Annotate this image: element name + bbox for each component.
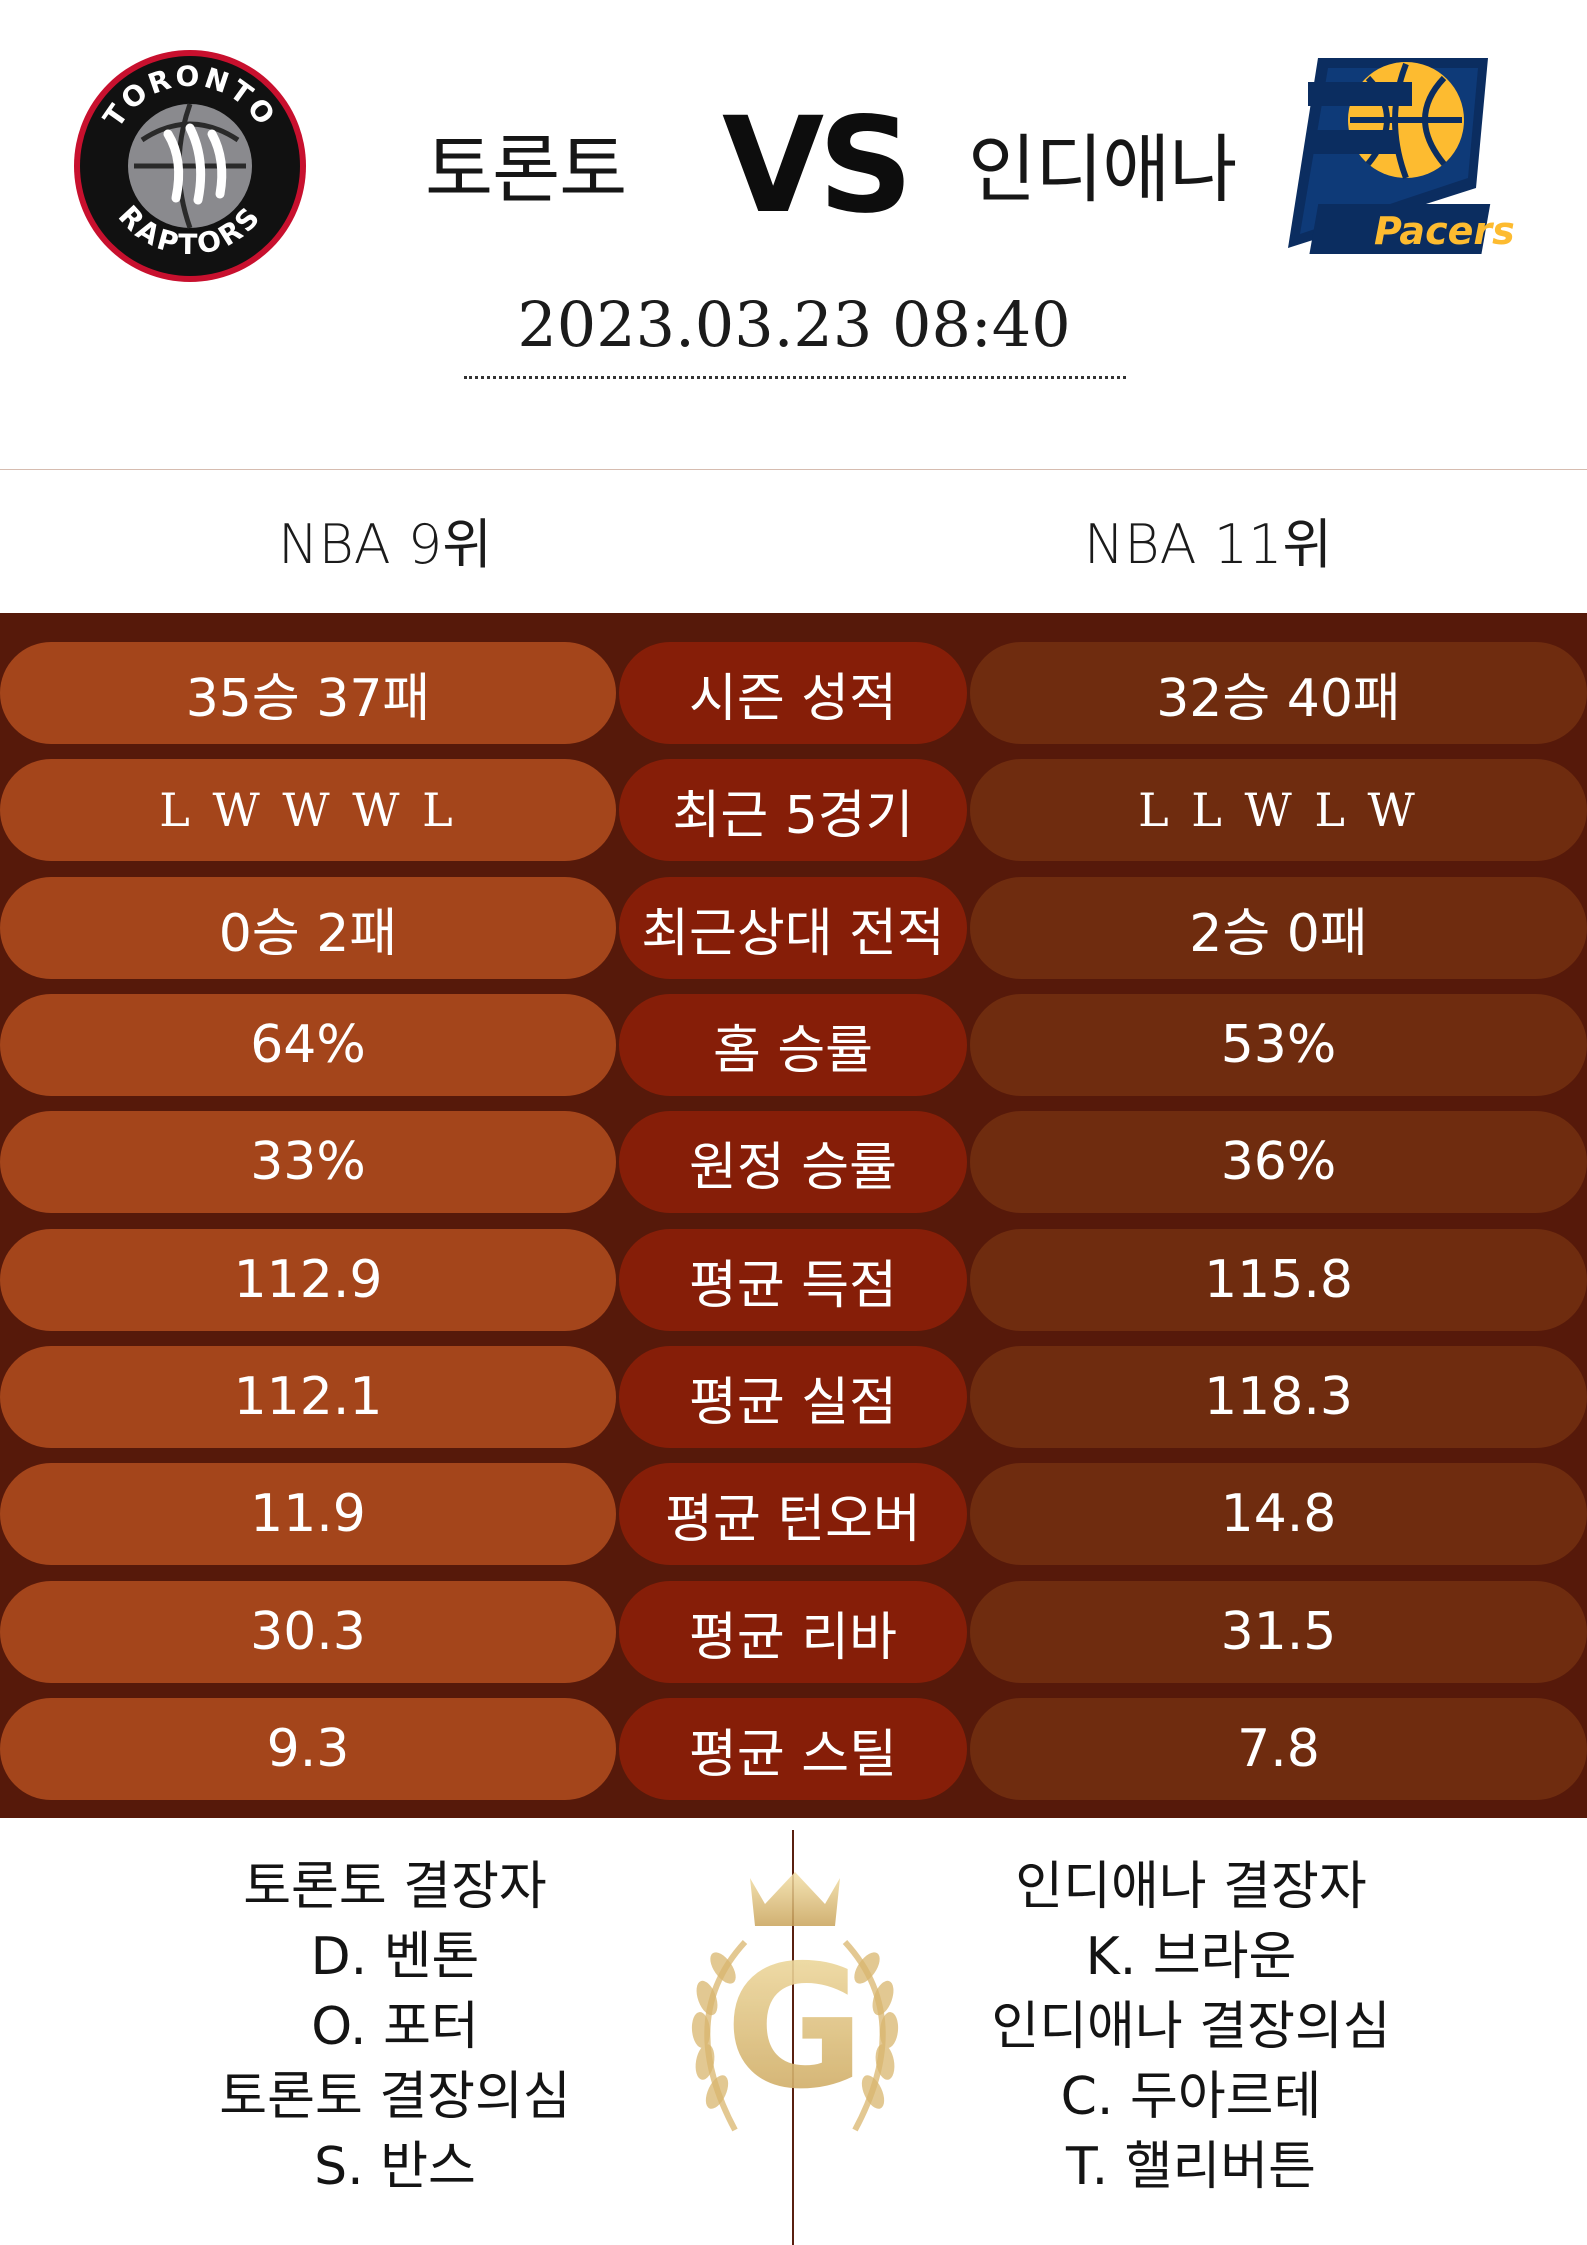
stat-label-avg-allowed: 평균 실점 — [619, 1346, 967, 1448]
home-home-win-rate: 64% — [0, 994, 616, 1096]
home-avg-rebounds: 30.3 — [0, 1581, 616, 1683]
home-avg-points: 112.9 — [0, 1229, 616, 1331]
stat-label-head-to-head: 최근상대 전적 — [619, 877, 967, 979]
stat-label-avg-points: 평균 득점 — [619, 1229, 967, 1331]
home-absence-card — [0, 1818, 793, 2245]
raptors-logo: TORONTO RAPTORS — [74, 50, 306, 282]
stat-label-season-record: 시즌 성적 — [619, 642, 967, 744]
home-avg-allowed: 112.1 — [0, 1346, 616, 1448]
pacers-wordmark: Pacers — [1374, 209, 1515, 253]
header-separator — [0, 469, 1587, 470]
stat-label-avg-steals: 평균 스틸 — [619, 1698, 967, 1800]
pacers-logo: Pacers — [1288, 58, 1515, 254]
absence-divider — [792, 1830, 794, 2245]
match-header: TORONTO RAPTORS 토론토 VS 인디애나 Pacers 2023.… — [0, 0, 1587, 470]
home-absent-heading: 토론토 결장자 — [243, 1857, 547, 1917]
home-absence-list: 토론토 결장자 D. 벤톤 O. 포터 토론토 결장의심 S. 반스 — [0, 1852, 790, 2202]
crown-laurel-emblem-icon: G — [691, 1872, 899, 2132]
away-absent-heading: 인디애나 결장자 — [1015, 1857, 1367, 1917]
stat-label-avg-rebounds: 평균 리바 — [619, 1581, 967, 1683]
home-avg-steals: 9.3 — [0, 1698, 616, 1800]
emblem-letter: G — [725, 1929, 865, 2127]
home-avg-turnovers: 11.9 — [0, 1463, 616, 1565]
away-doubtful-player: T. 핼리버튼 — [1065, 2137, 1316, 2197]
home-absent-player: O. 포터 — [311, 1997, 479, 2057]
home-team-name: 토론토 — [425, 127, 627, 213]
stat-label-recent-5: 최근 5경기 — [619, 759, 967, 861]
away-avg-rebounds: 31.5 — [970, 1581, 1587, 1683]
away-recent-form: L L W L W — [970, 759, 1587, 861]
home-absent-player: D. 벤톤 — [310, 1927, 480, 1987]
match-datetime: 2023.03.23 08:40 — [517, 288, 1071, 361]
home-doubtful-player: S. 반스 — [314, 2137, 476, 2197]
home-away-win-rate: 33% — [0, 1111, 616, 1213]
away-doubtful-heading: 인디애나 결장의심 — [991, 1997, 1391, 2057]
home-doubtful-heading: 토론토 결장의심 — [219, 2067, 571, 2127]
stat-label-avg-turnovers: 평균 턴오버 — [619, 1463, 967, 1565]
home-season-record: 35승 37패 — [0, 642, 616, 744]
home-head-to-head: 0승 2패 — [0, 877, 616, 979]
stat-label-home-win-rate: 홈 승률 — [619, 994, 967, 1096]
away-rank: NBA 11위 — [1083, 513, 1333, 576]
away-home-win-rate: 53% — [970, 994, 1587, 1096]
away-team-name: 인디애나 — [968, 127, 1237, 213]
away-absent-player: K. 브라운 — [1085, 1927, 1297, 1987]
away-away-win-rate: 36% — [970, 1111, 1587, 1213]
vs-label: VS — [722, 89, 913, 243]
away-doubtful-player: C. 두아르테 — [1060, 2067, 1322, 2127]
away-absence-card — [794, 1818, 1587, 2245]
away-absence-list: 인디애나 결장자 K. 브라운 인디애나 결장의심 C. 두아르테 T. 핼리버… — [795, 1852, 1587, 2202]
stats-panel: 35승 37패 시즌 성적 32승 40패 L W W W L 최근 5경기 L… — [0, 613, 1587, 1818]
home-recent-form: L W W W L — [0, 759, 616, 861]
away-head-to-head: 2승 0패 — [970, 877, 1587, 979]
away-avg-points: 115.8 — [970, 1229, 1587, 1331]
stat-label-away-win-rate: 원정 승률 — [619, 1111, 967, 1213]
away-avg-turnovers: 14.8 — [970, 1463, 1587, 1565]
date-divider — [464, 376, 1126, 379]
away-season-record: 32승 40패 — [970, 642, 1587, 744]
away-avg-allowed: 118.3 — [970, 1346, 1587, 1448]
home-rank: NBA 9위 — [278, 513, 492, 576]
away-avg-steals: 7.8 — [970, 1698, 1587, 1800]
